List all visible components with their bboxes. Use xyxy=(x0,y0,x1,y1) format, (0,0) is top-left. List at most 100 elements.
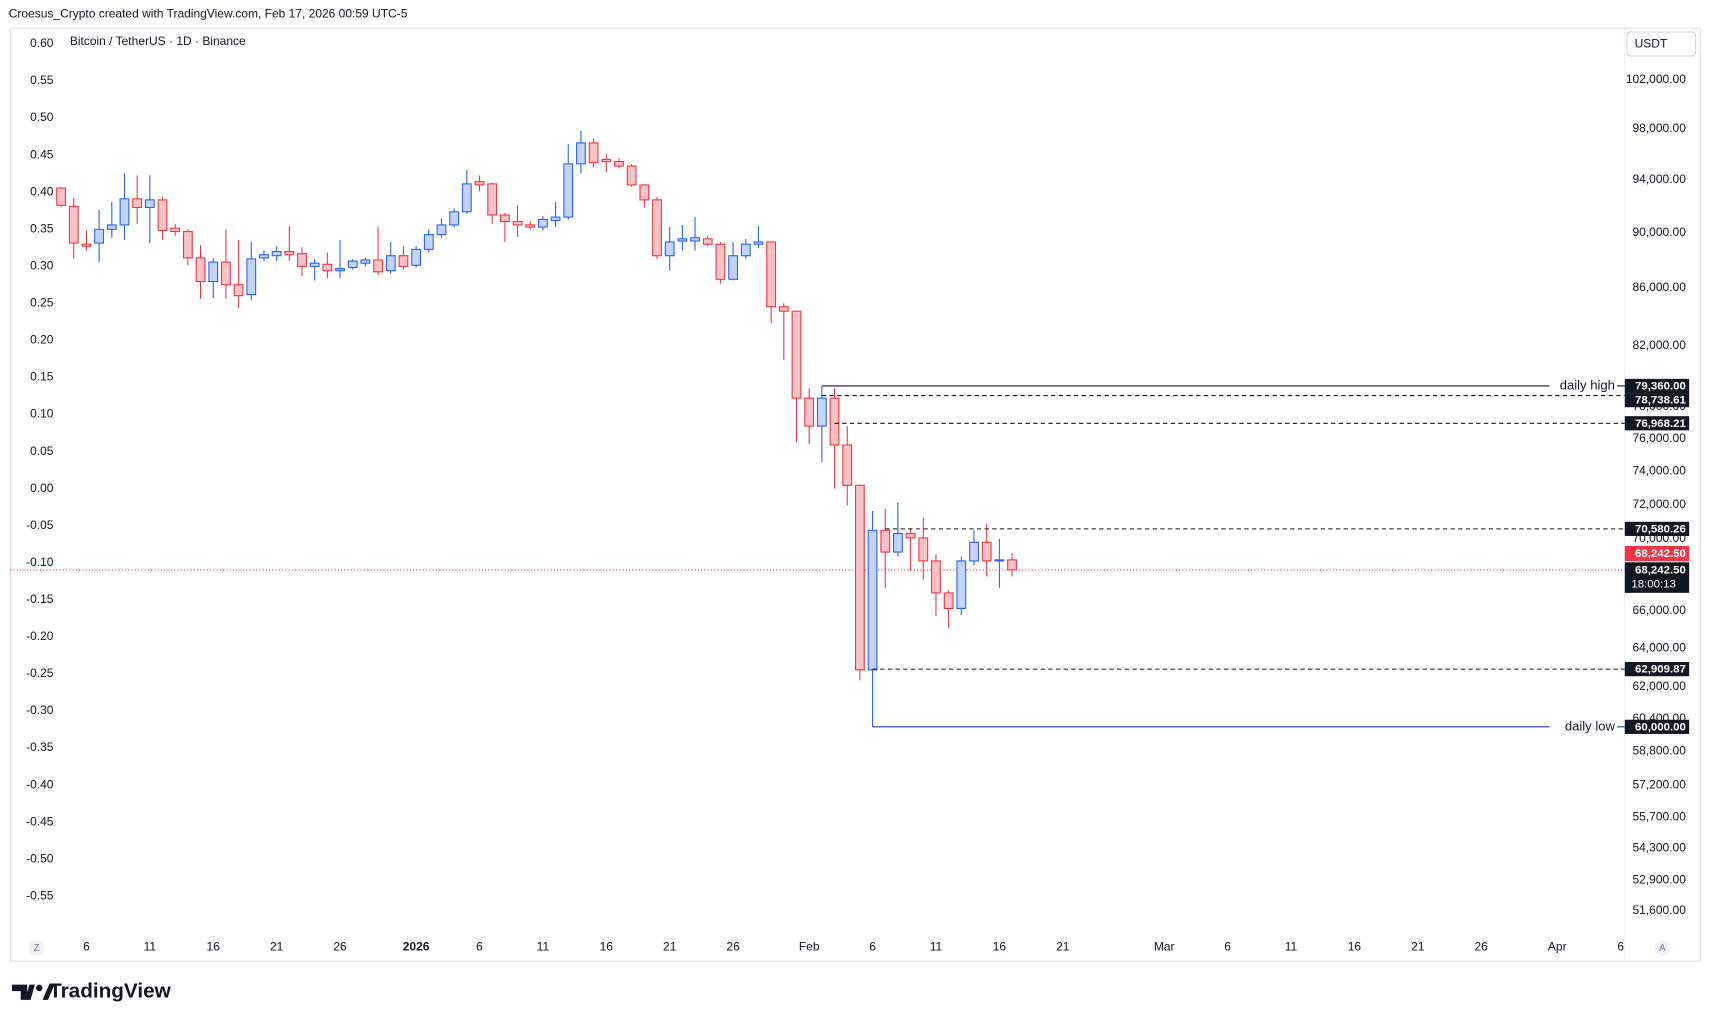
axis-button-label: A xyxy=(1659,943,1666,954)
y2-tick-label: 0.45 xyxy=(30,147,54,161)
y-tick-label: 102,000.00 xyxy=(1626,72,1686,86)
candle-body xyxy=(614,161,624,167)
y2-tick-label: 0.60 xyxy=(30,36,54,50)
y-tick-label: 86,000.00 xyxy=(1633,280,1687,294)
chart-title: Bitcoin / TetherUS · 1D · Binance xyxy=(70,34,246,48)
x-tick-label: 11 xyxy=(144,940,157,954)
candle-body xyxy=(94,228,105,244)
candle-body xyxy=(563,163,574,218)
x-tick-label: Feb xyxy=(799,940,820,954)
y-tick-label: 52,900.00 xyxy=(1633,873,1687,887)
y-tick-label: 76,000.00 xyxy=(1633,431,1687,445)
candle-body xyxy=(284,251,295,256)
x-tick-label: 6 xyxy=(83,940,90,954)
logo-text: TradingView xyxy=(49,980,172,1003)
caption: Croesus_Crypto created with TradingView.… xyxy=(9,7,408,21)
candle-body xyxy=(918,537,929,562)
y-tick-label: 66,000.00 xyxy=(1633,603,1687,617)
candle-body xyxy=(68,205,79,244)
x-tick-label: 16 xyxy=(207,940,221,954)
level-price-box xyxy=(1624,719,1690,734)
last-price-label: 68,242.50 xyxy=(1635,548,1686,560)
axis-button-label: Z xyxy=(34,943,40,954)
level-price-label: 60,000.00 xyxy=(1635,721,1686,733)
candle-body xyxy=(360,259,371,264)
y-tick-label: 54,300.00 xyxy=(1633,841,1687,855)
x-tick-label: 6 xyxy=(476,940,483,954)
candle-body xyxy=(525,224,536,228)
candle-body xyxy=(195,257,206,283)
candle-body xyxy=(373,259,383,273)
candle-body xyxy=(271,251,282,257)
candle-body xyxy=(221,261,231,286)
axis-button[interactable] xyxy=(28,940,45,956)
x-tick-label: 16 xyxy=(993,940,1007,954)
y-tick-label: 94,000.00 xyxy=(1633,172,1687,186)
candle-body xyxy=(576,142,586,165)
candle-body xyxy=(398,255,409,267)
candle-body xyxy=(208,261,219,283)
y2-tick-label: 0.10 xyxy=(30,407,54,421)
axis-button[interactable] xyxy=(1654,940,1671,956)
candle-body xyxy=(322,263,333,272)
y2-tick-label: -0.30 xyxy=(26,703,54,717)
candle-body xyxy=(132,198,143,208)
y2-tick-label: -0.10 xyxy=(26,555,54,569)
candle-body xyxy=(728,255,739,280)
y-tick-label: 98,000.00 xyxy=(1633,121,1687,135)
candle-body xyxy=(309,262,320,267)
candle-body xyxy=(690,237,700,242)
x-tick-label: 6 xyxy=(1617,940,1624,954)
x-tick-label: 16 xyxy=(1348,940,1362,954)
y2-tick-label: 0.25 xyxy=(30,296,54,310)
level-price-box xyxy=(1624,662,1690,677)
y-tick-label: 57,200.00 xyxy=(1633,777,1687,791)
candle-body xyxy=(854,484,865,671)
y2-tick-label: -0.15 xyxy=(26,592,54,606)
candle-body xyxy=(119,198,130,226)
candle-body xyxy=(664,241,675,257)
logo-icon xyxy=(42,984,55,1000)
y2-tick-label: 0.30 xyxy=(30,258,54,272)
countdown-label: 18:00:13 xyxy=(1631,579,1676,591)
y2-tick-label: 0.00 xyxy=(30,481,54,495)
candle-body xyxy=(144,199,155,208)
candle-body xyxy=(56,187,66,206)
level-text-bg xyxy=(1549,378,1618,394)
y2-tick-label: 0.35 xyxy=(30,221,54,235)
candles xyxy=(56,130,1017,727)
level-text: daily low xyxy=(1565,718,1616,733)
logo: TradingView xyxy=(12,980,172,1003)
level-price-box xyxy=(1624,378,1690,394)
candle-body xyxy=(474,181,485,186)
y-tick-label: 74,000.00 xyxy=(1633,463,1687,477)
y2-tick-label: -0.50 xyxy=(26,851,54,865)
currency-button[interactable] xyxy=(1626,31,1697,57)
candle-body xyxy=(766,241,777,308)
y2-tick-label: -0.55 xyxy=(26,888,54,902)
candle-body xyxy=(1007,559,1017,571)
candle-body xyxy=(297,253,307,267)
candle-body xyxy=(626,165,637,186)
level-price-label: 62,909.87 xyxy=(1635,664,1686,676)
candle-body xyxy=(385,255,396,272)
x-tick-label: 21 xyxy=(1411,940,1425,954)
level-price-label: 79,360.00 xyxy=(1635,381,1686,393)
candle-body xyxy=(411,248,422,266)
candle-body xyxy=(157,199,168,231)
candle-body xyxy=(816,397,827,427)
y2-tick-label: 0.55 xyxy=(30,73,54,87)
candle-body xyxy=(639,184,650,201)
x-tick-label: 11 xyxy=(930,940,943,954)
candle-body xyxy=(487,183,498,216)
y2-tick-label: 0.20 xyxy=(30,333,54,347)
candle-body xyxy=(499,214,510,223)
candle-body xyxy=(715,243,726,280)
x-tick-label: 26 xyxy=(726,940,740,954)
y2-tick-label: -0.20 xyxy=(26,629,54,643)
y2-tick-label: -0.45 xyxy=(26,814,54,828)
level-text: daily high xyxy=(1560,377,1615,392)
level-text-bg xyxy=(1549,719,1618,735)
